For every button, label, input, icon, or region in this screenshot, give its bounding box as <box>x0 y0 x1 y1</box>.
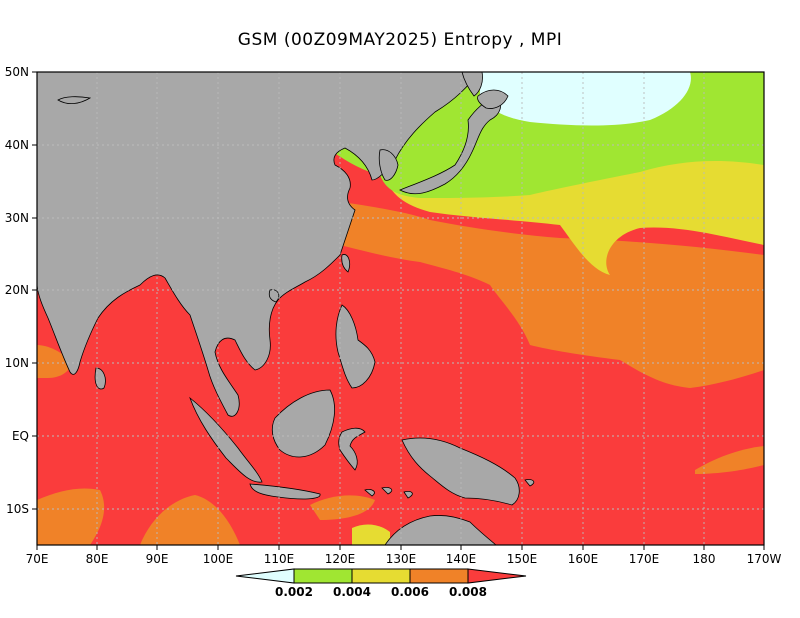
colorbar-segment-green <box>293 568 353 584</box>
colorbar-segment-red <box>467 568 527 584</box>
colorbar-segment-cyan <box>235 568 295 584</box>
colorbar-label: 0.004 <box>333 585 371 599</box>
field-band-orange <box>330 200 764 388</box>
land-java <box>249 483 321 500</box>
land-masses <box>37 72 535 545</box>
lon-tick-label: 90E <box>146 552 169 566</box>
map-field <box>37 72 764 545</box>
field-patch-orange-timor <box>310 495 375 520</box>
land-australia-north <box>384 515 497 545</box>
lat-tick-label: 10S <box>6 502 29 516</box>
tick-marks <box>32 71 765 550</box>
lat-tick-label: 40N <box>5 138 29 152</box>
land-small-islands <box>57 96 535 499</box>
land-sumatra <box>189 396 263 483</box>
field-patch-orange-west <box>37 345 72 378</box>
lon-tick-label: 110E <box>264 552 295 566</box>
lon-tick-label: 80E <box>86 552 109 566</box>
land-hokkaido <box>477 89 509 109</box>
land-asia-mainland <box>37 72 479 417</box>
lon-tick-label: 140E <box>446 552 477 566</box>
land-philippines <box>335 304 376 389</box>
colorbar-segment-orange <box>409 568 469 584</box>
colorbar <box>235 568 527 584</box>
lat-tick-label: 30N <box>5 211 29 225</box>
land-hainan <box>268 289 280 303</box>
colorbar-label: 0.008 <box>449 585 487 599</box>
colorbar-label: 0.006 <box>391 585 429 599</box>
land-sakhalin <box>461 72 483 97</box>
lon-tick-label: 180 <box>693 552 716 566</box>
lon-tick-label: 170W <box>747 552 782 566</box>
lon-tick-label: 100E <box>203 552 234 566</box>
land-new-guinea <box>401 437 520 506</box>
land-korea <box>378 149 399 181</box>
field-patch-orange-east <box>695 446 764 474</box>
lon-axis: 70E 80E 90E 100E 110E 120E 130E 140E 150… <box>26 552 782 566</box>
lon-tick-label: 150E <box>507 552 538 566</box>
lat-axis: 50N 40N 30N 20N 10N EQ 10S <box>5 65 29 516</box>
land-borneo <box>271 389 335 458</box>
field-patch-yellow-timor <box>352 524 390 545</box>
lat-tick-label: EQ <box>12 429 29 443</box>
lon-tick-label: 170E <box>629 552 660 566</box>
lon-tick-label: 160E <box>568 552 599 566</box>
field-patch-orange-south <box>140 495 240 545</box>
land-japan <box>399 97 501 195</box>
field-patch-orange-southwest <box>37 488 105 545</box>
lat-tick-label: 50N <box>5 65 29 79</box>
lon-tick-label: 130E <box>386 552 417 566</box>
lat-tick-label: 10N <box>5 356 29 370</box>
lon-tick-label: 120E <box>325 552 356 566</box>
colorbar-segment-yellow <box>351 568 411 584</box>
colorbar-labels: 0.002 0.004 0.006 0.008 <box>275 585 487 599</box>
field-band-cyan <box>480 72 691 126</box>
colorbar-label: 0.002 <box>275 585 313 599</box>
map-title: GSM (00Z09MAY2025) Entropy , MPI <box>237 30 563 50</box>
lon-tick-label: 70E <box>26 552 49 566</box>
land-sri-lanka <box>94 367 106 390</box>
graticule <box>37 72 764 545</box>
lat-tick-label: 20N <box>5 283 29 297</box>
land-taiwan <box>341 254 350 273</box>
